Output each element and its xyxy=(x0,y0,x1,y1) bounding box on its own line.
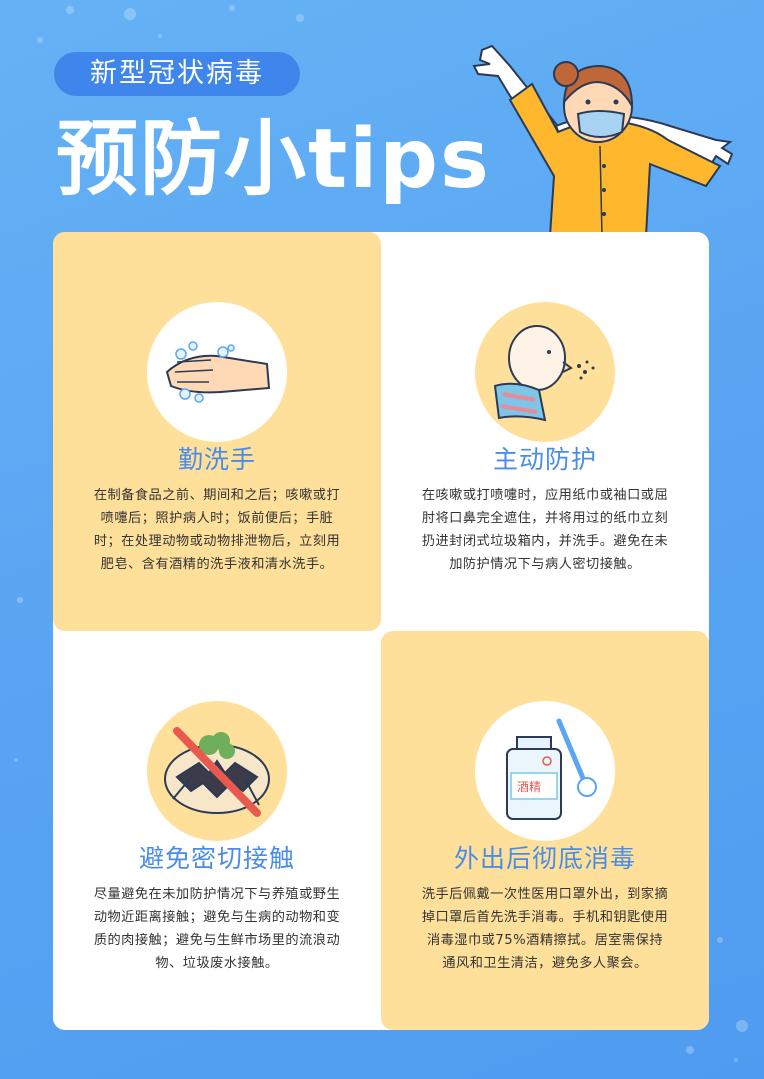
tip-text: 洗手后佩戴一次性医用口罩外出，到家摘掉口罩后首先洗手消毒。手机和钥匙使用消毒湿巾… xyxy=(421,887,669,971)
tip-card-self-protection: 主动防护 在咳嗽或打喷嚏时，应用纸巾或袖口或屈肘将口鼻完全遮住，并将用过的纸巾立… xyxy=(381,232,709,631)
tips-panel: 勤洗手 在制备食品之前、期间和之后；咳嗽或打喷嚏后；照护病人时；饭前便后；手脏时… xyxy=(53,232,709,1030)
tip-card-avoid-contact: 避免密切接触 尽量避免在未加防护情况下与养殖或野生动物近距离接触；避免与生病的动… xyxy=(53,631,381,1030)
tip-title: 主动防护 xyxy=(492,445,597,474)
tip-title: 勤洗手 xyxy=(177,445,256,474)
alcohol-label: 酒精 xyxy=(517,780,541,794)
page-title: 预防小tips xyxy=(56,112,491,207)
tip-card-disinfect: 酒精 外出后彻底消毒 洗手后佩戴一次性医用口罩外出，到家摘掉口罩后首先洗手消毒。… xyxy=(381,631,709,1030)
tip-card-hand-washing: 勤洗手 在制备食品之前、期间和之后；咳嗽或打喷嚏后；照护病人时；饭前便后；手脏时… xyxy=(53,232,381,631)
alcohol-disinfect-icon: 酒精 xyxy=(475,701,615,841)
tip-text: 在咳嗽或打喷嚏时，应用纸巾或袖口或屈肘将口鼻完全遮住，并将用过的纸巾立刻扔进封闭… xyxy=(421,488,669,572)
hand-washing-icon xyxy=(147,302,287,442)
tip-text: 尽量避免在未加防护情况下与养殖或野生动物近距离接触；避免与生病的动物和变质的肉接… xyxy=(93,887,341,971)
tip-text: 在制备食品之前、期间和之后；咳嗽或打喷嚏后；照护病人时；饭前便后；手脏时；在处理… xyxy=(93,488,341,572)
tip-title: 避免密切接触 xyxy=(138,844,295,873)
waving-person-icon xyxy=(472,44,734,236)
sneezing-person-icon xyxy=(475,302,615,442)
tip-title: 外出后彻底消毒 xyxy=(453,844,636,873)
no-wild-animal-icon xyxy=(147,701,287,841)
topic-badge: 新型冠状病毒 xyxy=(54,52,300,96)
